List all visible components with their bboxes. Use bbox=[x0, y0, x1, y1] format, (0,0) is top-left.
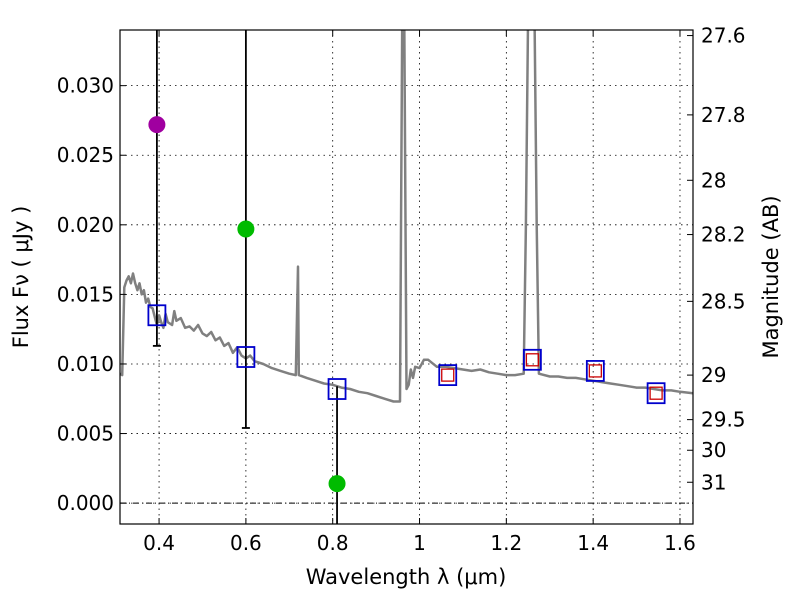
x-tick-label: 0.4 bbox=[143, 531, 175, 555]
x-tick-label: 1.6 bbox=[664, 531, 696, 555]
model-photometry-square bbox=[327, 378, 347, 400]
observed-photometry-point bbox=[237, 220, 255, 238]
x-tick-label: 0.6 bbox=[230, 531, 262, 555]
plot-frame bbox=[119, 29, 694, 525]
observed-photometry-square bbox=[525, 353, 540, 367]
y-tick-label: 0.000 bbox=[57, 491, 114, 515]
model-photometry-square bbox=[236, 346, 256, 368]
model-photometry-square bbox=[438, 364, 458, 387]
y-tick-label: 0.015 bbox=[57, 282, 114, 306]
y-tick-label: 0.005 bbox=[57, 422, 114, 446]
observed-photometry-point bbox=[148, 116, 166, 134]
y-tick-label: 0.020 bbox=[57, 213, 114, 237]
x-axis-label: Wavelength λ (μm) bbox=[306, 565, 507, 589]
right-tick-label: 29 bbox=[701, 363, 726, 387]
right-tick-label: 27.8 bbox=[701, 103, 746, 127]
observed-photometry-square bbox=[588, 364, 602, 378]
right-tick-label: 31 bbox=[701, 470, 726, 494]
right-tick-label: 27.6 bbox=[701, 24, 746, 48]
x-tick-label: 1.2 bbox=[490, 531, 522, 555]
y-tick-label: 0.010 bbox=[57, 352, 114, 376]
data-layer bbox=[120, 30, 693, 524]
spectrum-line bbox=[120, 30, 693, 403]
observed-photometry-square bbox=[649, 386, 663, 400]
x-tick-label: 0.8 bbox=[317, 531, 349, 555]
model-photometry-square bbox=[522, 348, 542, 371]
model-photometry-square bbox=[147, 304, 167, 327]
y-tick-label: 0.030 bbox=[57, 74, 114, 98]
model-photometry-square bbox=[585, 360, 605, 382]
right-tick-label: 28.5 bbox=[701, 289, 746, 313]
ticks: 0.4 0.6 0.8 1 1.2 1.4 1.6 0.000 0.005 0.010 0.015 0… bbox=[57, 24, 746, 555]
model-photometry-square bbox=[646, 382, 666, 405]
right-axis-label: Magnitude (AB) bbox=[759, 195, 783, 358]
right-tick-label: 29.5 bbox=[701, 408, 746, 432]
y-tick-label: 0.025 bbox=[57, 143, 114, 167]
right-tick-label: 28 bbox=[701, 168, 726, 192]
x-tick-label: 1 bbox=[413, 531, 426, 555]
right-tick-label: 28.2 bbox=[701, 223, 746, 247]
observed-photometry-point bbox=[328, 475, 346, 493]
observed-photometry-square bbox=[441, 368, 455, 382]
right-tick-label: 30 bbox=[701, 438, 726, 462]
x-tick-label: 1.4 bbox=[577, 531, 609, 555]
y-axis-label: Flux Fν ( μJy ) bbox=[9, 206, 33, 349]
